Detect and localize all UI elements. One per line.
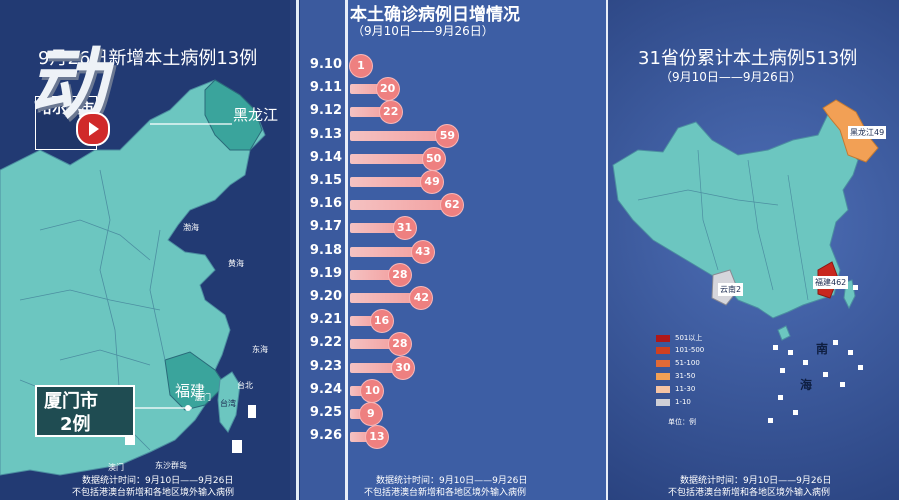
divider-middle xyxy=(345,0,348,500)
legend-swatch xyxy=(656,334,670,342)
right-footer-1: 数据统计时间：9月10日——9月26日 xyxy=(680,476,832,486)
label-xiamen-small: 厦门 xyxy=(195,393,211,402)
left-title: 9月26日新增本土病例13例 xyxy=(38,48,258,69)
legend-label: 11-30 xyxy=(675,385,696,393)
legend-swatch xyxy=(656,359,670,367)
left-footer-2: 不包括港澳台新增和各地区境外输入病例 xyxy=(72,488,235,498)
legend-item: 101-500 xyxy=(656,346,704,354)
legend-swatch xyxy=(656,346,670,354)
legend-item: 501以上 xyxy=(656,333,702,343)
sea-donghai: 东海 xyxy=(252,345,268,354)
chart-footer-1: 数据统计时间：9月10日——9月26日 xyxy=(376,476,528,486)
label-taiwan: 台湾 xyxy=(220,399,236,408)
label-fujian: 福建 xyxy=(175,382,206,400)
legend-swatch xyxy=(656,372,670,380)
xiamen-count: 2例 xyxy=(60,414,91,435)
legend-label: 501以上 xyxy=(675,334,703,342)
callout-fujian: 福建462 xyxy=(813,276,849,289)
label-taibei: 台北 xyxy=(237,381,253,390)
right-title: 31省份累计本土病例513例 xyxy=(638,48,858,69)
chart-title: 本土确诊病例日增情况 xyxy=(350,5,520,25)
legend-label: 31-50 xyxy=(675,372,696,380)
legend-item: 51-100 xyxy=(656,359,700,367)
legend-swatch xyxy=(656,385,670,393)
label-hai: 海 xyxy=(800,378,813,392)
china-map-panel: 31省份累计本土病例513例 （9月10日——9月26日） 黑龙江49 福建46… xyxy=(608,0,899,500)
chart-subtitle: （9月10日——9月26日） xyxy=(352,24,494,38)
zoomed-map-panel: 9月26日新增本土病例13例 哈尔滨市 动 黑龙江 福建 厦门市 2例 渤海 黄… xyxy=(0,0,290,500)
city-badge-text: 哈尔滨市 xyxy=(38,101,94,117)
sea-huanghai: 黄海 xyxy=(228,259,244,268)
left-footer-1: 数据统计时间：9月10日——9月26日 xyxy=(82,476,234,486)
callout-yunnan: 云南2 xyxy=(718,283,744,296)
legend-label: 51-100 xyxy=(675,359,700,367)
daily-bar-chart-panel: 本土确诊病例日增情况 （9月10日——9月26日） 数据统计时间：9月10日——… xyxy=(348,0,608,500)
legend-item: 11-30 xyxy=(656,385,695,393)
divider-right xyxy=(606,0,609,500)
xiamen-title: 厦门市 xyxy=(44,391,98,412)
legend-item: 1-10 xyxy=(656,398,691,406)
divider-left xyxy=(296,0,299,500)
label-aomen: 澳门 xyxy=(108,463,124,472)
legend-swatch xyxy=(656,398,670,406)
chart-footer-2: 不包括港澳台新增和各地区境外输入病例 xyxy=(364,488,527,498)
legend-unit: 单位：例 xyxy=(668,418,696,426)
label-dongsha: 东沙群岛 xyxy=(155,461,187,470)
date-column xyxy=(300,0,346,500)
right-subtitle: （9月10日——9月26日） xyxy=(660,70,802,84)
play-icon[interactable] xyxy=(76,112,110,146)
label-heilongjiang: 黑龙江 xyxy=(233,106,279,124)
legend-label: 101-500 xyxy=(675,346,705,354)
sea-bohai: 渤海 xyxy=(183,223,199,232)
label-nan: 南 xyxy=(816,342,829,356)
china-map xyxy=(612,99,879,423)
callout-heilongjiang: 黑龙江49 xyxy=(848,126,887,139)
legend-label: 1-10 xyxy=(675,398,691,406)
right-footer-2: 不包括港澳台新增和各地区境外输入病例 xyxy=(668,488,831,498)
legend-item: 31-50 xyxy=(656,372,695,380)
xiamen-card xyxy=(35,385,135,437)
